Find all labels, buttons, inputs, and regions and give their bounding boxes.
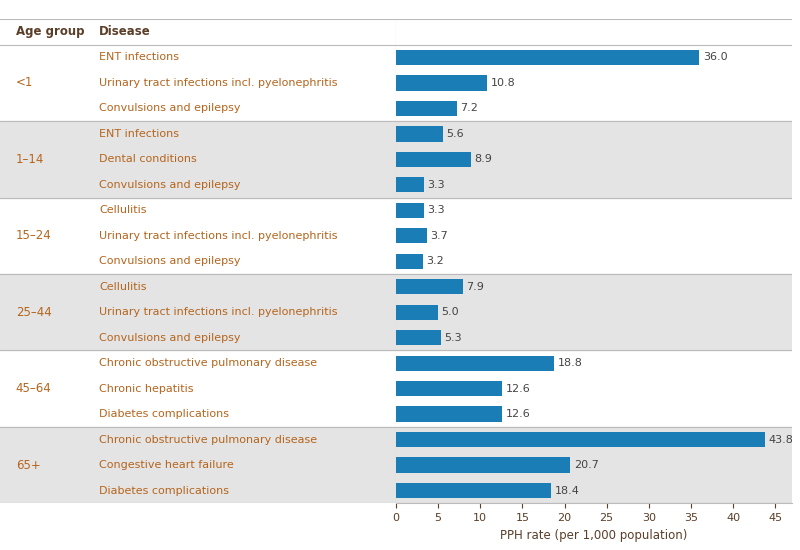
- Text: Convulsions and epilepsy: Convulsions and epilepsy: [99, 256, 241, 266]
- Bar: [0, 427, 396, 503]
- Text: 10.8: 10.8: [490, 78, 515, 88]
- Bar: [396, 254, 423, 269]
- Text: 36.0: 36.0: [702, 52, 727, 63]
- Bar: [396, 152, 471, 167]
- Bar: [0, 121, 396, 197]
- Text: 3.2: 3.2: [426, 256, 444, 266]
- Text: Chronic obstructive pulmonary disease: Chronic obstructive pulmonary disease: [99, 434, 317, 444]
- Text: Urinary tract infections incl. pyelonephritis: Urinary tract infections incl. pyeloneph…: [99, 78, 338, 88]
- Text: 12.6: 12.6: [506, 383, 530, 394]
- Bar: [396, 279, 462, 294]
- Text: Diabetes complications: Diabetes complications: [99, 409, 229, 419]
- Text: 18.8: 18.8: [558, 358, 582, 368]
- Text: <1: <1: [16, 76, 34, 90]
- Text: Dental conditions: Dental conditions: [99, 155, 197, 164]
- Text: 1–14: 1–14: [16, 153, 44, 166]
- Text: 7.2: 7.2: [460, 103, 478, 113]
- Text: 5.6: 5.6: [446, 129, 464, 139]
- Text: 15–24: 15–24: [16, 229, 51, 243]
- Text: 18.4: 18.4: [554, 486, 579, 496]
- Bar: [396, 330, 441, 345]
- Text: Urinary tract infections incl. pyelonephritis: Urinary tract infections incl. pyeloneph…: [99, 307, 338, 317]
- Bar: [396, 126, 443, 141]
- Bar: [396, 432, 765, 447]
- Text: Chronic obstructive pulmonary disease: Chronic obstructive pulmonary disease: [99, 358, 317, 368]
- Text: 3.3: 3.3: [427, 205, 445, 215]
- Text: 3.3: 3.3: [427, 180, 445, 190]
- Bar: [396, 274, 792, 350]
- Text: Convulsions and epilepsy: Convulsions and epilepsy: [99, 180, 241, 190]
- Text: 12.6: 12.6: [506, 409, 530, 419]
- Text: Congestive heart failure: Congestive heart failure: [99, 460, 234, 470]
- Text: 20.7: 20.7: [574, 460, 598, 470]
- Text: Diabetes complications: Diabetes complications: [99, 486, 229, 496]
- Text: Chronic hepatitis: Chronic hepatitis: [99, 383, 194, 394]
- Bar: [396, 406, 502, 422]
- Text: 25–44: 25–44: [16, 306, 51, 318]
- Text: 5.0: 5.0: [442, 307, 459, 317]
- Bar: [396, 458, 570, 472]
- Text: Urinary tract infections incl. pyelonephritis: Urinary tract infections incl. pyeloneph…: [99, 231, 338, 241]
- Bar: [396, 75, 487, 91]
- Bar: [396, 483, 551, 498]
- Text: 3.7: 3.7: [430, 231, 448, 241]
- Bar: [396, 381, 502, 396]
- Bar: [396, 202, 424, 218]
- Text: 7.9: 7.9: [466, 282, 484, 292]
- Text: ENT infections: ENT infections: [99, 129, 179, 139]
- Text: ENT infections: ENT infections: [99, 52, 179, 63]
- Bar: [396, 305, 438, 320]
- Text: Convulsions and epilepsy: Convulsions and epilepsy: [99, 333, 241, 343]
- Bar: [396, 121, 792, 197]
- Text: Disease: Disease: [99, 25, 150, 39]
- Bar: [396, 355, 554, 371]
- Bar: [396, 228, 427, 244]
- Bar: [396, 101, 457, 116]
- Text: 65+: 65+: [16, 459, 41, 471]
- Text: 5.3: 5.3: [444, 333, 462, 343]
- Bar: [396, 427, 792, 503]
- Text: Cellulitis: Cellulitis: [99, 282, 146, 292]
- X-axis label: PPH rate (per 1,000 population): PPH rate (per 1,000 population): [500, 529, 688, 542]
- Text: Convulsions and epilepsy: Convulsions and epilepsy: [99, 103, 241, 113]
- Bar: [396, 50, 699, 65]
- Text: 8.9: 8.9: [474, 155, 492, 164]
- Bar: [396, 177, 424, 192]
- Text: 45–64: 45–64: [16, 382, 51, 395]
- Text: Age group: Age group: [16, 25, 84, 39]
- Text: Cellulitis: Cellulitis: [99, 205, 146, 215]
- Text: 43.8: 43.8: [769, 434, 794, 444]
- Bar: [0, 274, 396, 350]
